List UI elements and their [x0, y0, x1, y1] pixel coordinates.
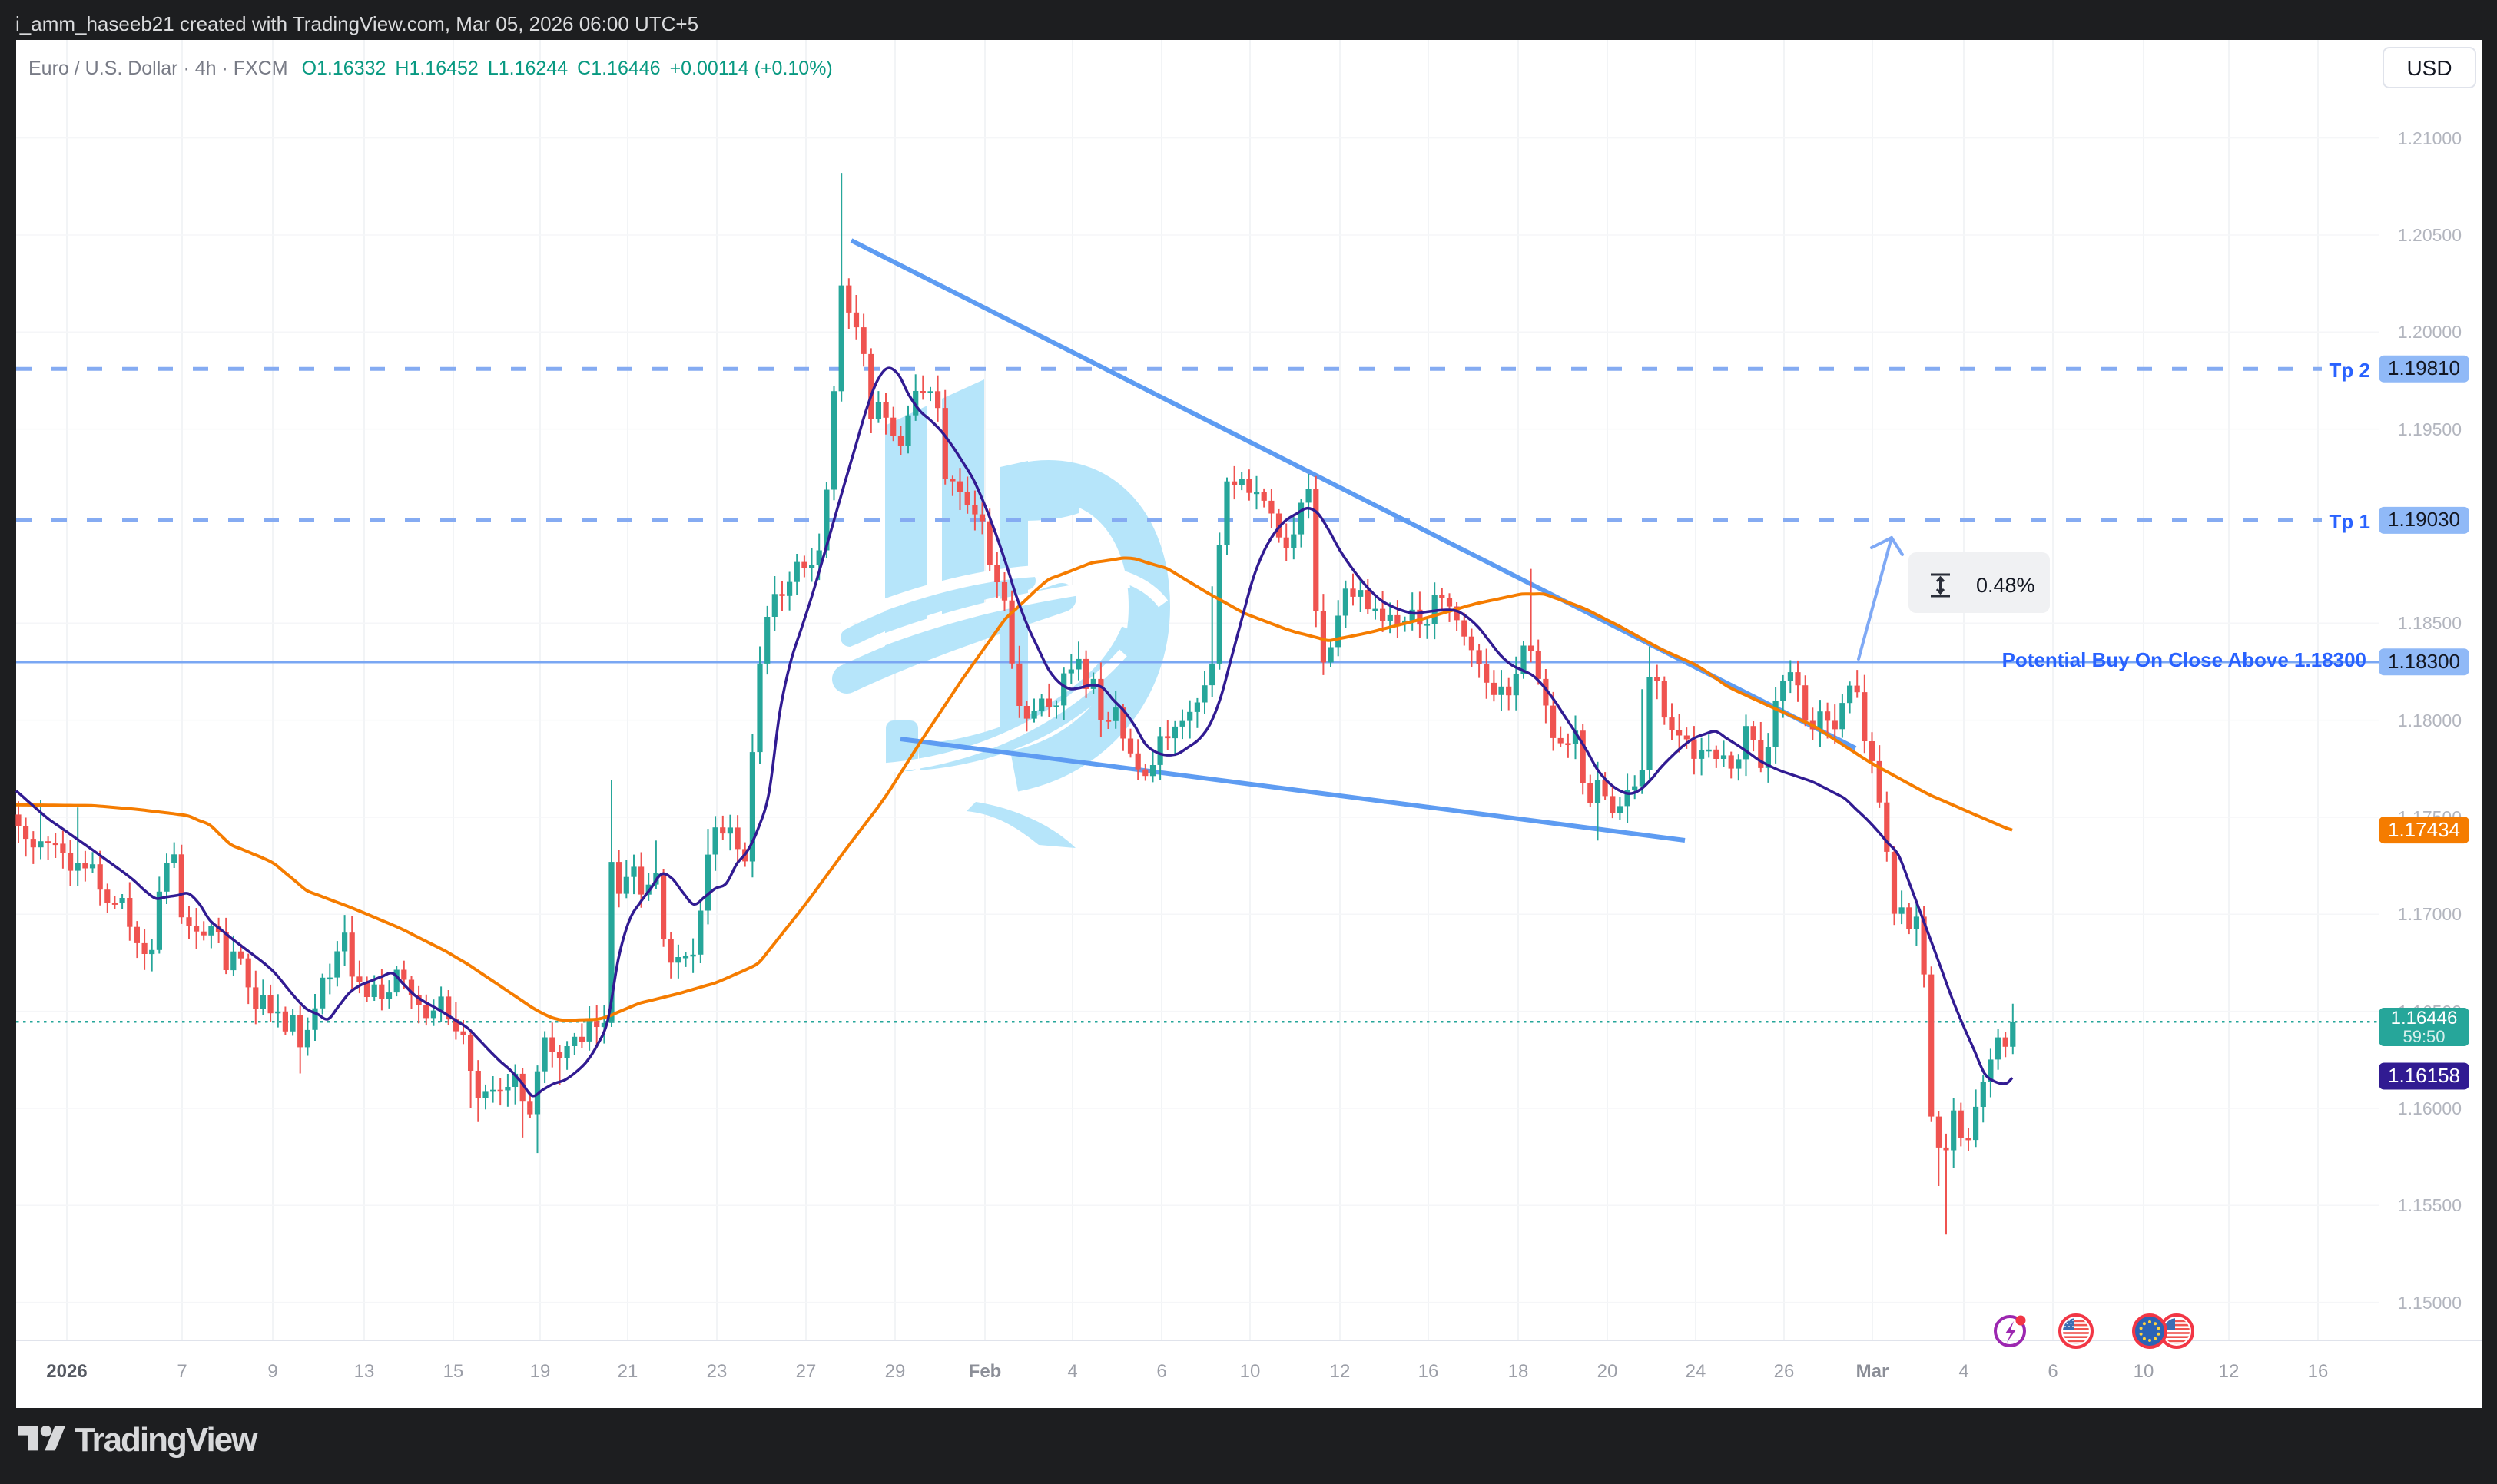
svg-text:1.19500: 1.19500	[2398, 419, 2462, 439]
svg-text:1.17000: 1.17000	[2398, 904, 2462, 924]
svg-text:10: 10	[2134, 1361, 2154, 1382]
svg-text:1.21000: 1.21000	[2398, 128, 2462, 148]
svg-text:12: 12	[1330, 1361, 1351, 1382]
svg-text:24: 24	[1686, 1361, 1706, 1382]
svg-text:19: 19	[530, 1361, 551, 1382]
svg-text:27: 27	[796, 1361, 817, 1382]
svg-text:i_amm_haseeb21 created with Tr: i_amm_haseeb21 created with TradingView.…	[15, 12, 698, 35]
svg-text:16: 16	[1418, 1361, 1439, 1382]
svg-text:1.17434: 1.17434	[2388, 818, 2460, 841]
svg-text:1.16158: 1.16158	[2388, 1064, 2460, 1087]
svg-text:6: 6	[1156, 1361, 1166, 1382]
svg-text:1.18000: 1.18000	[2398, 711, 2462, 730]
svg-text:1.20000: 1.20000	[2398, 322, 2462, 342]
svg-text:USD: USD	[2406, 56, 2452, 80]
svg-text:15: 15	[443, 1361, 464, 1382]
svg-text:12: 12	[2219, 1361, 2240, 1382]
svg-text:18: 18	[1508, 1361, 1529, 1382]
svg-text:Euro / U.S. Dollar · 4h · FXCM: Euro / U.S. Dollar · 4h · FXCM O1.16332 H1…	[28, 58, 833, 79]
svg-text:7: 7	[177, 1361, 187, 1382]
svg-text:Mar: Mar	[1856, 1361, 1889, 1382]
svg-text:2026: 2026	[46, 1361, 87, 1382]
svg-text:Feb: Feb	[969, 1361, 1002, 1382]
svg-text:59:50: 59:50	[2402, 1027, 2445, 1046]
svg-text:10: 10	[1240, 1361, 1261, 1382]
svg-text:1.20500: 1.20500	[2398, 225, 2462, 245]
svg-text:0.48%: 0.48%	[1976, 574, 2035, 597]
svg-text:4: 4	[1067, 1361, 1077, 1382]
svg-text:16: 16	[2308, 1361, 2329, 1382]
svg-text:20: 20	[1597, 1361, 1618, 1382]
svg-text:26: 26	[1774, 1361, 1795, 1382]
svg-text:29: 29	[885, 1361, 906, 1382]
svg-text:1.16446: 1.16446	[2391, 1008, 2458, 1029]
svg-text:13: 13	[354, 1361, 375, 1382]
svg-text:1.15500: 1.15500	[2398, 1195, 2462, 1215]
svg-text:Tp 2: Tp 2	[2330, 359, 2370, 382]
svg-text:4: 4	[1958, 1361, 1968, 1382]
svg-text:Tp 1: Tp 1	[2330, 510, 2370, 533]
svg-text:Potential Buy On Close Above 1: Potential Buy On Close Above 1.18300	[2002, 648, 2366, 671]
svg-text:TradingView: TradingView	[75, 1421, 258, 1459]
svg-text:1.16000: 1.16000	[2398, 1098, 2462, 1118]
svg-text:1.19030: 1.19030	[2388, 508, 2460, 531]
svg-text:21: 21	[618, 1361, 638, 1382]
svg-text:23: 23	[707, 1361, 728, 1382]
svg-text:1.18300: 1.18300	[2388, 650, 2460, 673]
svg-text:1.15000: 1.15000	[2398, 1293, 2462, 1313]
svg-text:9: 9	[267, 1361, 277, 1382]
svg-text:6: 6	[2048, 1361, 2058, 1382]
svg-text:1.19810: 1.19810	[2388, 356, 2460, 379]
svg-text:1.18500: 1.18500	[2398, 613, 2462, 633]
